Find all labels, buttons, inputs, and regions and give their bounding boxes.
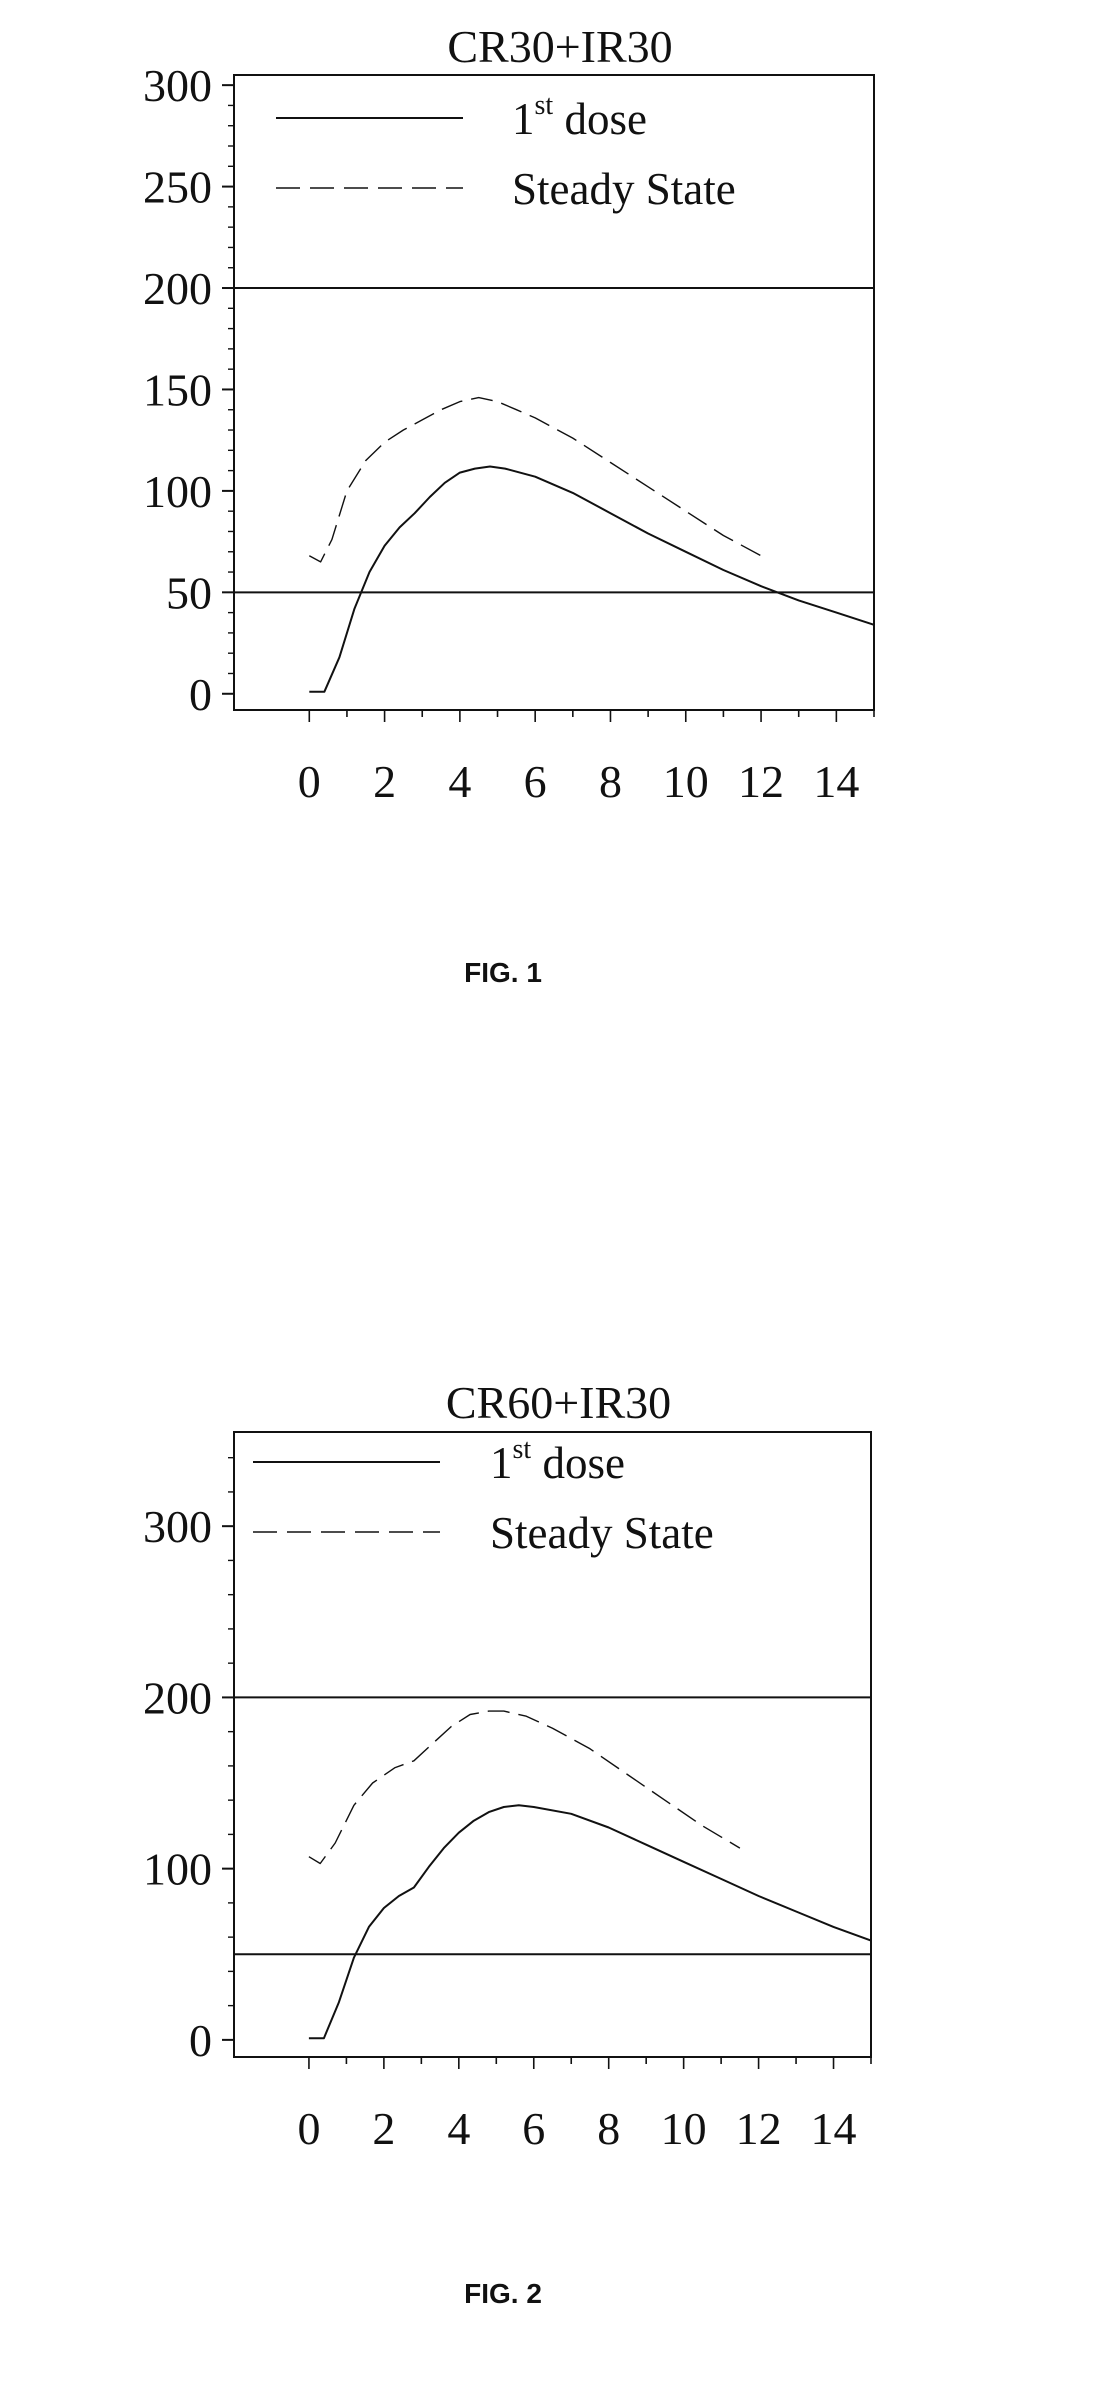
x-tick-label: 12 [738, 756, 784, 807]
y-tick-label: 200 [143, 263, 212, 314]
chart-title: CR30+IR30 [447, 21, 672, 72]
x-tick-label: 0 [298, 756, 321, 807]
x-tick-label: 12 [736, 2103, 782, 2154]
chart-fig2: CR60+IR30 0 100 200 300 0 2 4 6 8 10 12 14 1st dose St… [143, 1377, 872, 2154]
y-tick-label: 50 [166, 567, 212, 618]
x-tick-label: 8 [599, 756, 622, 807]
y-tick-label: 150 [143, 364, 212, 415]
x-tick-label: 14 [811, 2103, 857, 2154]
chart-title: CR60+IR30 [446, 1377, 671, 1428]
x-tick-label: 8 [597, 2103, 620, 2154]
series-line-steady-state [308, 396, 762, 563]
y-tick-label: 300 [143, 1501, 212, 1552]
x-tick-label: 4 [447, 2103, 470, 2154]
plot-area [233, 1431, 872, 2058]
legend-label: Steady State [512, 164, 736, 214]
x-tick-label: 0 [297, 2103, 320, 2154]
series-line-first-dose [308, 1804, 872, 2040]
legend-label: Steady State [490, 1508, 714, 1558]
x-tick-label: 10 [661, 2103, 707, 2154]
chart-fig1: CR30+IR30 0 50 100 150 200 250 300 0 2 4 6 8 10 12 14 1s… [143, 21, 875, 807]
x-tick-label: 6 [522, 2103, 545, 2154]
y-tick-label: 0 [189, 2015, 212, 2066]
y-tick-label: 100 [143, 466, 212, 517]
legend-label: 1st dose [512, 90, 647, 144]
figure-caption-fig2: FIG. 2 [464, 2278, 542, 2309]
plot-area [233, 74, 875, 711]
series-line-steady-state [308, 1710, 741, 1865]
x-tick-label: 4 [448, 756, 471, 807]
x-tick-label: 2 [373, 756, 396, 807]
series-line-first-dose [309, 465, 875, 693]
figure-caption-fig1: FIG. 1 [464, 957, 542, 988]
x-tick-label: 6 [524, 756, 547, 807]
legend-label: 1st dose [490, 1434, 625, 1488]
y-tick-label: 0 [189, 669, 212, 720]
y-tick-label: 300 [143, 60, 212, 111]
x-tick-label: 10 [663, 756, 709, 807]
x-tick-label: 2 [372, 2103, 395, 2154]
y-tick-label: 200 [143, 1672, 212, 1723]
x-tick-label: 14 [813, 756, 859, 807]
y-tick-label: 250 [143, 162, 212, 213]
y-tick-label: 100 [143, 1844, 212, 1895]
